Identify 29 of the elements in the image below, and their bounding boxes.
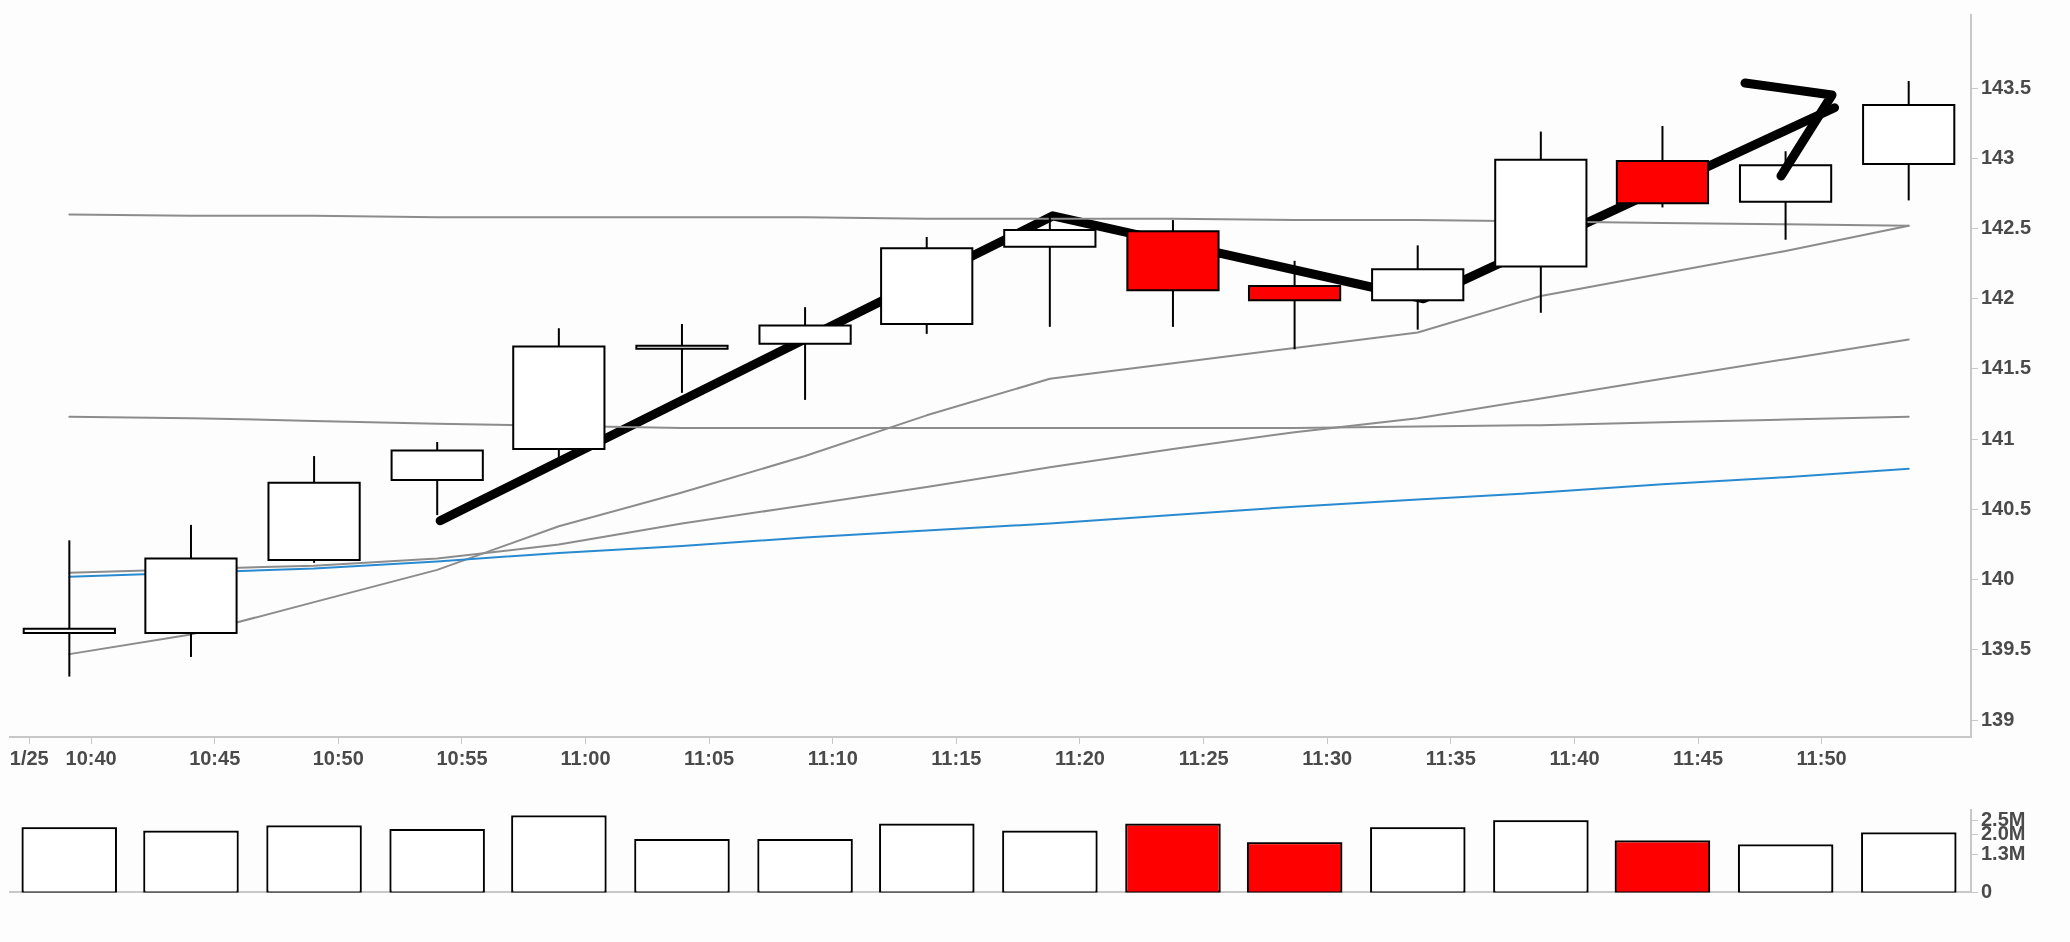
y-tick-label: 141: [1981, 426, 2015, 449]
x-tick-label: 11:40: [1549, 746, 1600, 769]
x-tick-label: 11:20: [1054, 746, 1105, 769]
y-tick-label: 140.5: [1981, 496, 2032, 519]
y-tick-label: 1.3M: [1981, 842, 2026, 865]
x-tick-label: 11:45: [1673, 746, 1724, 769]
x-tick-label: 10:50: [312, 746, 364, 769]
x-tick-label: 10:40: [65, 746, 117, 769]
x-tick-label: 10:45: [189, 746, 241, 769]
y-tick-label: 139: [1981, 707, 2015, 730]
x-tick-label: 11:10: [807, 746, 858, 769]
x-tick-label: 11:25: [1178, 746, 1229, 769]
y-tick-label: 143: [1981, 145, 2015, 168]
x-tick-label: 11:05: [684, 746, 735, 769]
y-tick-label: 139.5: [1981, 637, 2032, 660]
y-tick-label: 141.5: [1981, 356, 2032, 379]
candlestick: [758, 306, 852, 401]
x-tick-label: 11:30: [1302, 746, 1353, 769]
x-tick-label: 11:50: [1796, 746, 1847, 769]
x-tick-label: 10:55: [436, 746, 488, 769]
x-tick-label: 1/25: [9, 746, 49, 769]
x-tick-label: 11:15: [931, 746, 982, 769]
y-tick-label: 140: [1981, 567, 2015, 590]
y-tick-label: 142: [1981, 286, 2015, 309]
y-tick-label: 142.5: [1981, 216, 2032, 239]
x-tick-label: 11:00: [560, 746, 611, 769]
y-tick-label: 143.5: [1981, 75, 2032, 98]
x-tick-label: 11:35: [1425, 746, 1476, 769]
y-tick-label: 0: [1981, 879, 1993, 902]
